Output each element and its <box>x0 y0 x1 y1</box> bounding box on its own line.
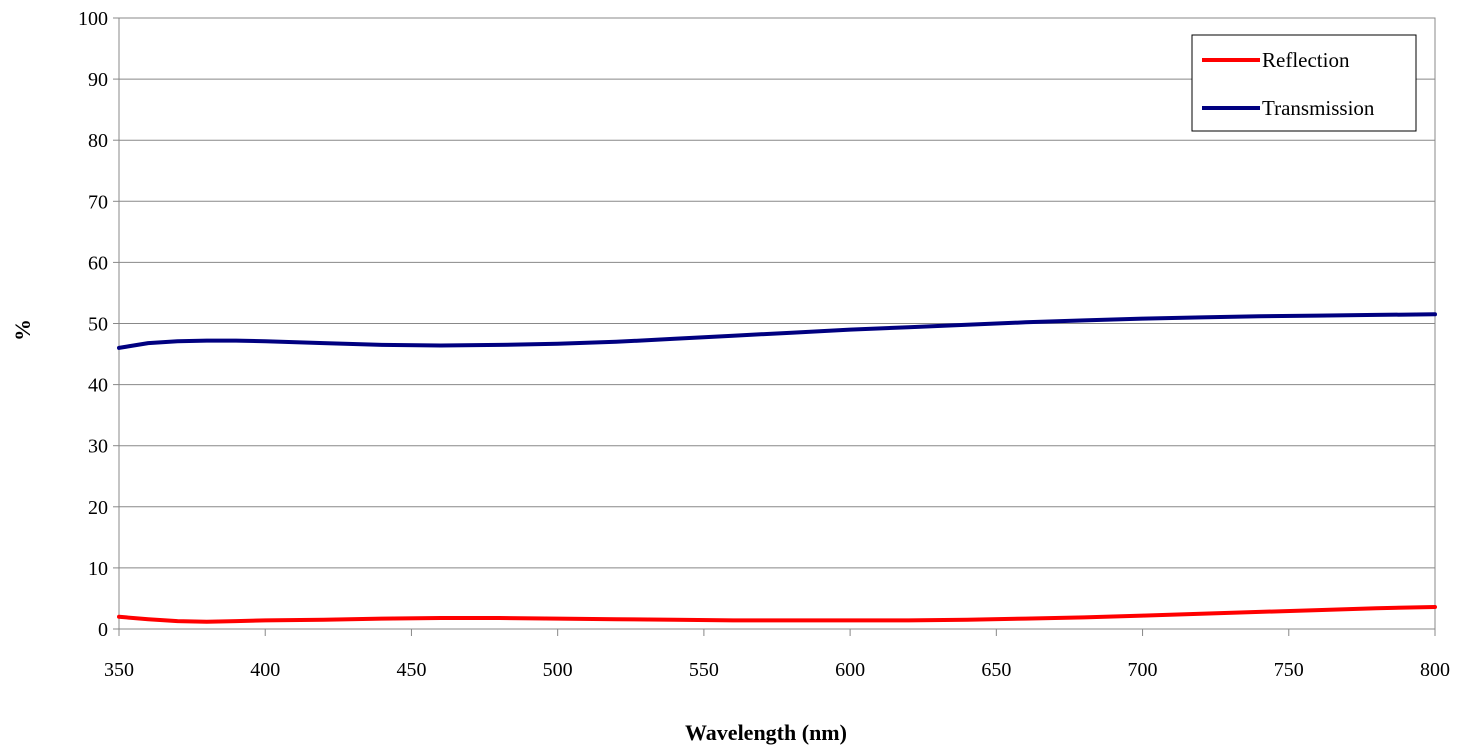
legend-label-transmission: Transmission <box>1262 96 1375 120</box>
x-tick-label: 700 <box>1128 659 1158 681</box>
y-tick-label: 40 <box>88 375 108 397</box>
legend-label-reflection: Reflection <box>1262 48 1350 72</box>
y-tick-label: 20 <box>88 497 108 519</box>
x-tick-label: 400 <box>250 659 280 681</box>
legend: Reflection Transmission <box>1191 34 1417 132</box>
y-tick-label: 70 <box>88 191 108 213</box>
x-tick-label: 500 <box>543 659 573 681</box>
y-axis-ticks: 0 10 20 30 40 50 60 70 80 90 100 <box>78 8 119 641</box>
legend-box <box>1191 34 1417 132</box>
x-axis-title: Wavelength (nm) <box>685 720 847 745</box>
y-axis-title: % <box>10 319 35 341</box>
y-tick-label: 50 <box>88 314 108 336</box>
y-tick-label: 90 <box>88 69 108 91</box>
series-line-transmission <box>117 312 1437 350</box>
y-tick-label: 100 <box>78 8 108 30</box>
x-tick-label: 750 <box>1274 659 1304 681</box>
x-tick-label: 450 <box>396 659 426 681</box>
x-tick-label: 350 <box>104 659 134 681</box>
y-tick-label: 30 <box>88 436 108 458</box>
y-tick-label: 60 <box>88 252 108 274</box>
y-tick-label: 10 <box>88 558 108 580</box>
x-axis-ticks: 350 400 450 500 550 600 650 700 750 800 <box>104 629 1450 681</box>
x-tick-label: 600 <box>835 659 865 681</box>
y-tick-label: 80 <box>88 130 108 152</box>
y-tick-label: 0 <box>98 619 108 641</box>
x-tick-label: 800 <box>1420 659 1450 681</box>
x-tick-label: 550 <box>689 659 719 681</box>
x-tick-label: 650 <box>981 659 1011 681</box>
series-lines <box>117 312 1437 624</box>
series-line-reflection <box>117 605 1437 624</box>
